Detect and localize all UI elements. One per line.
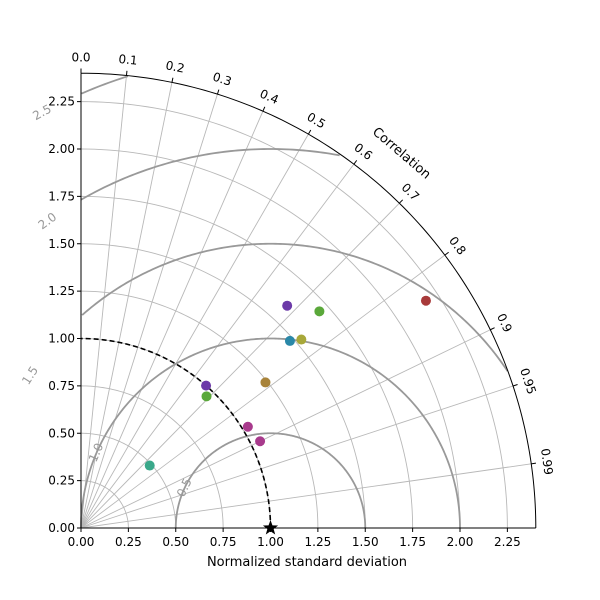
- corr-grid-line: [80, 385, 514, 529]
- corr-grid-line: [80, 463, 532, 529]
- data-point: [284, 335, 295, 346]
- axes-frame: [80, 72, 537, 529]
- corr-tick-label: 0.8: [446, 234, 469, 258]
- x-tick-label: 0.25: [115, 535, 142, 549]
- rms-contour-label: 0.5: [174, 476, 195, 499]
- corr-tick-label: 0.1: [118, 52, 138, 68]
- x-tick-label: 0.75: [210, 535, 237, 549]
- data-points: [144, 295, 431, 471]
- rms-contours: [80, 75, 509, 529]
- y-tick-label: 0.50: [48, 426, 75, 440]
- corr-tick-mark: [307, 129, 312, 135]
- corr-grid-line: [80, 110, 264, 529]
- y-tick-label: 0.00: [48, 521, 75, 535]
- rms-contour-label: 1.0: [86, 441, 106, 464]
- x-tick-label: 0.50: [162, 535, 189, 549]
- corr-tick-label: 0.3: [211, 70, 233, 89]
- std-grid-arc: [80, 385, 224, 529]
- corr-tick-mark: [353, 160, 358, 165]
- x-tick-label: 2.00: [447, 535, 474, 549]
- data-point: [255, 436, 266, 447]
- data-point: [242, 421, 253, 432]
- std-grid-arc: [80, 195, 414, 529]
- x-axis-label: Normalized standard deviation: [207, 555, 407, 570]
- corr-tick-mark: [399, 199, 404, 204]
- data-point: [296, 334, 307, 345]
- corr-tick-mark: [262, 106, 266, 112]
- corr-tick-mark: [512, 384, 518, 387]
- std-grid-arc: [81, 480, 129, 529]
- std-grid-arc: [80, 290, 319, 529]
- rms-contour-label: 1.5: [19, 364, 41, 388]
- y-tick-label: 1.00: [48, 332, 75, 346]
- std-grid-arc: [80, 148, 461, 529]
- data-point: [314, 306, 325, 317]
- data-point: [144, 460, 155, 471]
- std-y-ticks: 0.00 0.25 0.50 0.75 1.00 1.25 1.50 1.75 2.00 2.25: [48, 95, 81, 535]
- corr-tick-label: 0.9: [494, 311, 515, 334]
- std-grid-arc: [80, 101, 508, 529]
- y-tick-label: 0.25: [48, 474, 75, 488]
- outer-arc: [80, 72, 537, 529]
- x-tick-label: 0.00: [68, 535, 95, 549]
- y-tick-label: 0.75: [48, 379, 75, 393]
- corr-tick-mark: [216, 89, 220, 95]
- data-point: [260, 377, 271, 388]
- rms-contour: [81, 75, 129, 95]
- corr-tick-label: 0.0: [71, 51, 90, 65]
- reference-star-marker: [262, 520, 279, 535]
- y-tick-label: 2.25: [48, 95, 75, 109]
- corr-ticks: 0.0 0.1 0.20.30.40.50.60.70.80.90.950.99: [71, 51, 555, 476]
- corr-grid-line: [80, 329, 491, 529]
- y-tick-label: 1.50: [48, 237, 75, 251]
- data-point: [282, 300, 293, 311]
- rms-contour: [174, 432, 367, 528]
- corr-grid-line: [80, 254, 446, 529]
- corr-tick-label: 0.5: [304, 110, 328, 132]
- x-tick-label: 1.50: [352, 535, 379, 549]
- corr-tick-mark: [490, 327, 495, 331]
- corr-tick-label: 0.4: [258, 87, 281, 107]
- data-point: [420, 295, 431, 306]
- corr-tick-label: 0.95: [517, 366, 539, 396]
- x-tick-label: 1.75: [399, 535, 426, 549]
- rms-contour: [80, 337, 461, 529]
- corr-grid-lines: [80, 75, 532, 529]
- std-x-ticks: 0.00 0.25 0.50 0.75 1.00 1.25 1.50 1.75 2.00 2.25: [68, 528, 521, 549]
- x-tick-label: 1.00: [257, 535, 284, 549]
- rms-contour-label: 2.0: [36, 210, 60, 233]
- x-tick-label: 2.25: [494, 535, 521, 549]
- rms-contour: [81, 242, 509, 372]
- y-tick-label: 2.00: [48, 142, 75, 156]
- rms-contour: [80, 148, 340, 201]
- data-point: [201, 380, 212, 391]
- corr-tick-mark: [171, 77, 174, 83]
- corr-tick-label: 0.99: [538, 447, 556, 475]
- reference-std-arc: [80, 337, 272, 529]
- corr-tick-label: 0.2: [164, 58, 186, 76]
- corr-tick-mark: [531, 462, 537, 465]
- correlation-axis-label: Correlation: [369, 125, 433, 183]
- corr-tick-label: 0.6: [351, 140, 375, 163]
- y-tick-label: 1.25: [48, 284, 75, 298]
- corr-tick-mark: [444, 251, 449, 256]
- std-grid-arc: [80, 243, 366, 529]
- y-tick-label: 1.75: [48, 189, 75, 203]
- data-point: [201, 391, 212, 402]
- x-tick-label: 1.25: [305, 535, 332, 549]
